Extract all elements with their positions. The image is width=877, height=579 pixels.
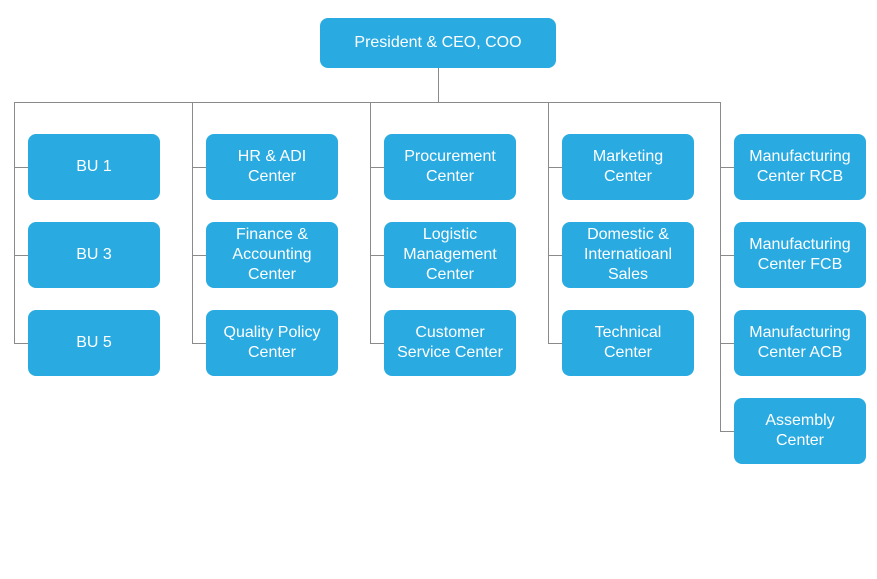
connector-tick [548, 255, 562, 256]
connector-tick [192, 343, 206, 344]
org-node: Manufacturing Center ACB [734, 310, 866, 376]
org-node: BU 5 [28, 310, 160, 376]
org-node: BU 3 [28, 222, 160, 288]
connector-tick [192, 255, 206, 256]
org-node: Assembly Center [734, 398, 866, 464]
org-node: Marketing Center [562, 134, 694, 200]
org-node: HR & ADI Center [206, 134, 338, 200]
org-node: Quality Policy Center [206, 310, 338, 376]
connector-tick [14, 255, 28, 256]
connector-tick [720, 343, 734, 344]
connector-drop [548, 102, 549, 343]
connector-tick [370, 167, 384, 168]
connector-tick [370, 343, 384, 344]
connector-tick [14, 167, 28, 168]
connector-stem [438, 68, 439, 102]
org-node: Procurement Center [384, 134, 516, 200]
connector-tick [370, 255, 384, 256]
connector-tick [14, 343, 28, 344]
connector-drop [720, 102, 721, 431]
org-node: Manufacturing Center FCB [734, 222, 866, 288]
org-node: Finance & Accounting Center [206, 222, 338, 288]
root-node: President & CEO, COO [320, 18, 556, 68]
org-node: Logistic Management Center [384, 222, 516, 288]
org-node: Technical Center [562, 310, 694, 376]
connector-tick [548, 343, 562, 344]
connector-tick [548, 167, 562, 168]
org-node: BU 1 [28, 134, 160, 200]
connector-drop [192, 102, 193, 343]
org-node: Manufacturing Center RCB [734, 134, 866, 200]
connector-bus [14, 102, 721, 103]
connector-tick [720, 167, 734, 168]
connector-drop [370, 102, 371, 343]
org-node: Customer Service Center [384, 310, 516, 376]
org-chart: President & CEO, COO BU 1 BU 3 BU 5 HR & ADI… [0, 0, 877, 579]
connector-drop [14, 102, 15, 343]
connector-tick [720, 431, 734, 432]
connector-tick [720, 255, 734, 256]
connector-tick [192, 167, 206, 168]
org-node: Domestic & Internatioanl Sales [562, 222, 694, 288]
